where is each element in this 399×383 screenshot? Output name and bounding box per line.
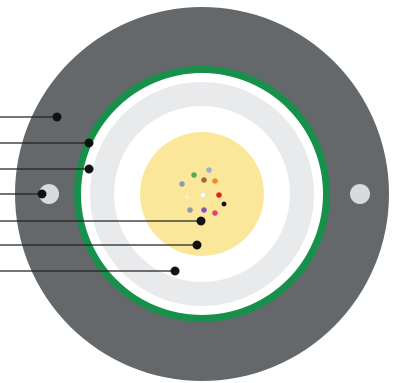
fiber-brown: [201, 177, 207, 183]
leader-green-jacket-dot: [84, 138, 94, 148]
fiber-bundle: [179, 167, 227, 216]
leader-inner-ring: [0, 266, 180, 276]
fiber-gray: [187, 207, 193, 213]
leader-core: [0, 240, 202, 250]
leader-white-ring: [0, 164, 94, 174]
fiber-orange: [212, 178, 218, 184]
fiber-green: [191, 172, 197, 178]
leader-fiber-bundle-dot: [196, 216, 206, 226]
leader-inner-ring-dot: [170, 266, 180, 276]
leader-core-dot: [192, 240, 202, 250]
fiber-red: [216, 192, 222, 198]
fiber-blue-gray: [206, 167, 212, 173]
leader-green-jacket: [0, 138, 94, 148]
fiber-pink: [212, 210, 218, 216]
leader-strength-member: [0, 189, 47, 199]
leader-fiber-bundle: [0, 216, 206, 226]
fiber-black: [221, 201, 227, 207]
fiber-violet: [201, 207, 207, 213]
fiber-white: [199, 191, 207, 199]
leader-outer-sheath: [0, 112, 62, 122]
fiber-slate: [179, 181, 185, 187]
leader-strength-member-dot: [37, 189, 47, 199]
strength-member-right: [350, 184, 370, 204]
fiber-yellow-light: [184, 194, 190, 200]
leader-lines: [0, 112, 206, 276]
leader-outer-sheath-dot: [52, 112, 62, 122]
leader-white-ring-dot: [84, 164, 94, 174]
strength-member-left: [39, 184, 59, 204]
